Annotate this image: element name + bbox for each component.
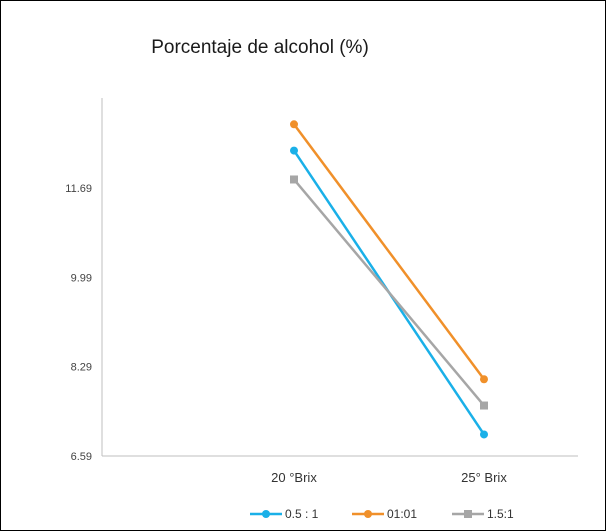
y-tick-label: 9.99 — [71, 272, 92, 284]
legend-marker — [464, 510, 472, 518]
y-tick-labels: 11.69 9.99 8.29 6.59 — [65, 183, 92, 463]
y-tick-label: 6.59 — [71, 451, 92, 463]
legend-item: 1.5:1 — [452, 507, 514, 521]
x-category-labels: 20 °Brix 25° Brix — [271, 470, 507, 485]
series-line — [293, 178, 485, 407]
chart-title: Porcentaje de alcohol (%) — [151, 37, 369, 58]
legend: 0.5 : 1 01:01 1.5:1 — [250, 507, 514, 521]
series-2 — [290, 120, 488, 384]
data-point — [290, 146, 298, 155]
legend-label: 0.5 : 1 — [285, 507, 319, 521]
legend-label: 01:01 — [387, 507, 417, 521]
legend-item: 01:01 — [352, 507, 417, 521]
y-tick-label: 8.29 — [71, 362, 92, 374]
y-tick-label: 11.69 — [65, 183, 92, 195]
data-point — [480, 401, 488, 410]
legend-marker — [364, 510, 372, 518]
x-category-label: 20 °Brix — [271, 470, 317, 485]
data-point — [290, 175, 298, 184]
legend-item: 0.5 : 1 — [250, 507, 319, 521]
series-line — [292, 123, 486, 380]
data-point — [480, 375, 488, 384]
data-point — [480, 430, 488, 439]
data-point — [290, 120, 298, 129]
data-series — [290, 120, 488, 439]
x-category-label: 25° Brix — [461, 470, 507, 485]
series-3 — [290, 175, 488, 410]
legend-label: 1.5:1 — [487, 507, 514, 521]
legend-marker — [262, 510, 270, 518]
